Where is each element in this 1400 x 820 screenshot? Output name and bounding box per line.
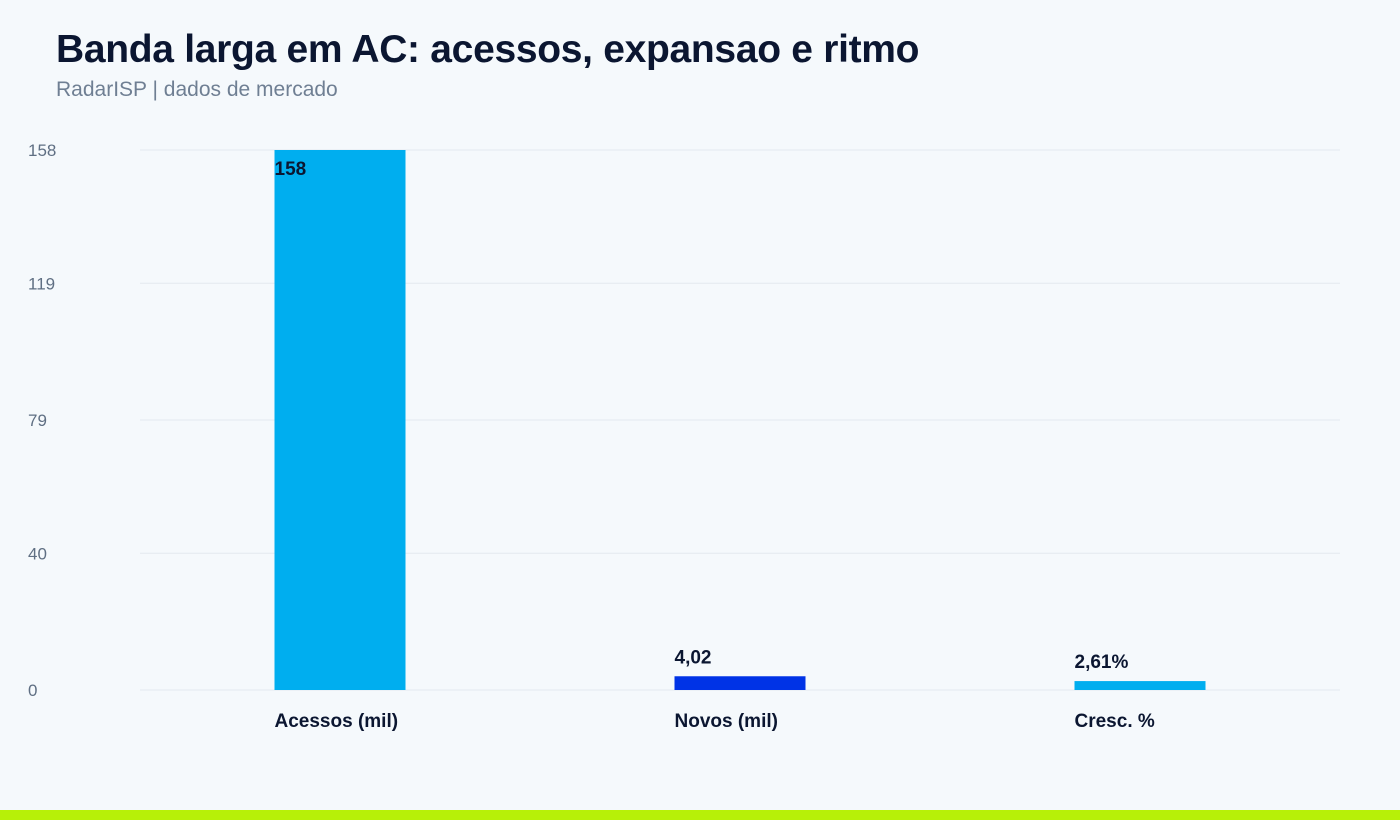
y-axis-ticks: 0 40 79 119 158 xyxy=(28,141,56,700)
accent-strip xyxy=(0,810,1400,820)
y-tick-label: 158 xyxy=(28,141,56,160)
chart-subtitle: RadarISP | dados de mercado xyxy=(56,78,338,101)
value-label: 158 xyxy=(275,159,307,180)
x-tick-label: Acessos (mil) xyxy=(275,711,399,732)
chart-title: Banda larga em AC: acessos, expansao e r… xyxy=(56,28,920,71)
bar xyxy=(674,676,806,690)
bar-chart: 0 40 79 119 158 158 4,02 2,61% Acessos (mil) No… xyxy=(28,141,1340,732)
y-tick-label: 79 xyxy=(28,411,47,430)
y-tick-label: 0 xyxy=(28,681,37,700)
x-tick-label: Novos (mil) xyxy=(675,711,778,732)
bars xyxy=(274,150,1206,690)
x-axis-labels: Acessos (mil) Novos (mil) Cresc. % xyxy=(275,711,1155,732)
value-label: 4,02 xyxy=(675,647,712,668)
x-tick-label: Cresc. % xyxy=(1075,711,1155,732)
y-tick-label: 119 xyxy=(28,274,55,293)
bar xyxy=(1074,681,1206,690)
bar xyxy=(274,150,406,690)
value-labels: 158 4,02 2,61% xyxy=(275,159,1129,673)
y-tick-label: 40 xyxy=(28,544,47,563)
value-label: 2,61% xyxy=(1075,652,1129,673)
